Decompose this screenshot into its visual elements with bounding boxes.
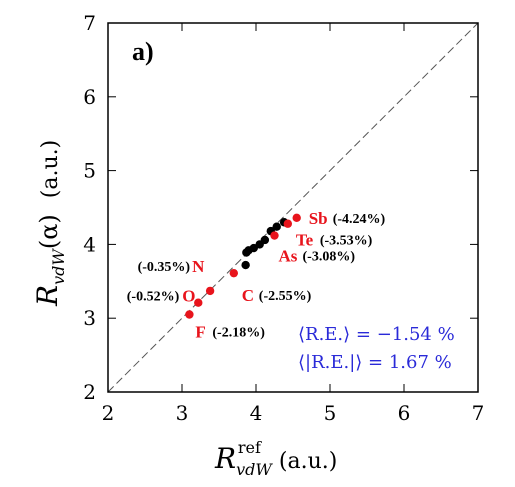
percent-error-sb: (-4.24%)	[333, 212, 386, 227]
y-tick-label: 2	[83, 380, 96, 404]
data-point-f	[185, 310, 194, 319]
data-point	[260, 235, 270, 245]
y-tick-label: 5	[83, 159, 96, 183]
x-tick-label: 3	[176, 401, 189, 425]
x-axis-label: RvdWref(a.u.)	[214, 438, 337, 479]
points-layer	[185, 213, 301, 319]
percent-error-o: (-0.52%)	[127, 290, 180, 305]
element-label-as: As	[279, 247, 298, 266]
x-tick-label: 2	[102, 401, 115, 425]
panel-label: a)	[132, 37, 154, 66]
plot-frame	[107, 22, 479, 393]
y-tick-label: 4	[83, 232, 96, 256]
y-tick-label: 7	[83, 11, 96, 35]
y-tick-label: 6	[83, 85, 96, 109]
stat-mean-relative-error: ⟨R.E.⟩ = −1.54 %	[298, 324, 455, 345]
y-tick-label: 3	[83, 306, 96, 330]
x-tick-label: 5	[324, 401, 337, 425]
percent-error-n: (-0.35%)	[138, 260, 191, 275]
stat-mean-abs-relative-error: ⟨|R.E.|⟩ = 1.67 %	[298, 352, 452, 373]
data-point-te	[283, 219, 293, 228]
data-point	[272, 222, 281, 231]
reference-line-y-equals-x	[107, 22, 479, 393]
data-point-c	[229, 268, 238, 278]
element-label-c: C	[242, 286, 254, 305]
point-labels-layer: F (-2.18%) O(-0.52%) N(-0.35%) C (-2.55%) As (-…	[127, 209, 386, 342]
element-label-te: Te	[296, 231, 314, 250]
element-label-n: N	[192, 257, 205, 276]
element-label-o: O	[182, 287, 195, 306]
x-tick-label: 7	[472, 401, 485, 425]
percent-error-c: (-2.55%)	[259, 289, 312, 304]
percent-error-f: (-2.18%)	[212, 326, 265, 341]
x-tick-label: 4	[250, 401, 263, 425]
percent-error-te: (-3.53%)	[320, 234, 373, 249]
data-point-sb	[292, 213, 301, 223]
data-point-n	[205, 286, 215, 296]
element-label-sb: Sb	[309, 209, 328, 228]
element-label-f: F	[195, 323, 205, 342]
percent-error-as: (-3.08%)	[303, 250, 356, 265]
data-point-as	[270, 231, 279, 240]
data-point	[241, 260, 250, 270]
x-tick-label: 6	[398, 401, 411, 425]
y-axis-label: RvdW(α)(a.u.)	[31, 140, 68, 307]
data-point-o	[194, 298, 203, 307]
